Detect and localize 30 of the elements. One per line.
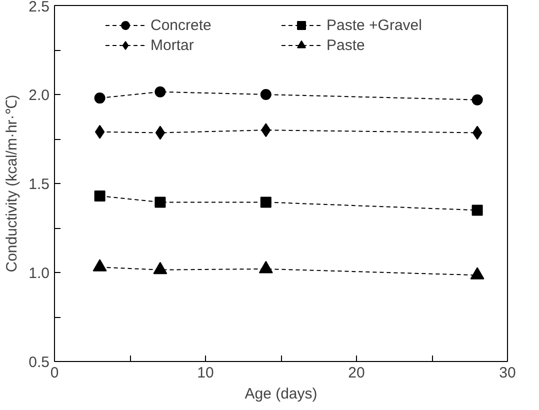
legend-label: Concrete [150, 16, 212, 34]
point [470, 267, 484, 280]
y-tick-label: 0.5 [28, 354, 50, 371]
point [94, 124, 105, 139]
y-axis-title: Conductivity (kcal/m·hr·℃) [4, 94, 21, 272]
x-tick-label: 10 [197, 364, 214, 382]
legend-label: Paste [326, 36, 366, 54]
legend-label: Mortar [150, 36, 195, 54]
point [92, 259, 107, 272]
legend-label: Paste +Gravel [326, 16, 423, 34]
y-tick-label: 2.5 [28, 0, 50, 16]
point [94, 190, 106, 202]
point [154, 86, 166, 98]
point [153, 262, 168, 274]
y-tick-label: 2.0 [28, 87, 50, 104]
x-axis-title: Age (days) [244, 386, 318, 402]
point [472, 126, 482, 140]
x-tick-label: 0 [50, 364, 59, 382]
point [155, 126, 166, 140]
x-tick-label: 30 [499, 364, 516, 382]
x-tick-label: 20 [348, 364, 365, 382]
point [258, 260, 273, 274]
y-tick-label: 1.5 [28, 176, 50, 193]
point [260, 196, 272, 208]
point [154, 196, 166, 208]
point [94, 92, 106, 104]
point [260, 89, 272, 100]
point [472, 94, 483, 106]
y-tick-label: 1.0 [28, 265, 50, 282]
point [472, 204, 483, 216]
